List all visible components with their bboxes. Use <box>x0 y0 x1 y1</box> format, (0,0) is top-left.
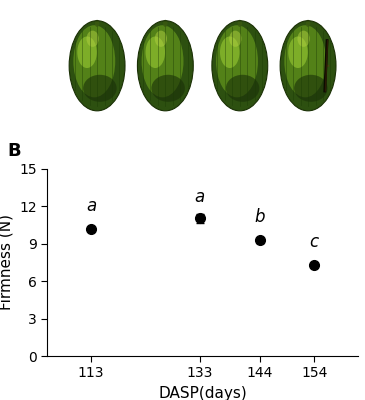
Text: A: A <box>20 0 34 2</box>
Ellipse shape <box>288 36 308 68</box>
Ellipse shape <box>238 20 242 27</box>
Ellipse shape <box>155 31 167 47</box>
X-axis label: DASP(days): DASP(days) <box>158 386 247 400</box>
Ellipse shape <box>284 25 326 97</box>
Ellipse shape <box>138 21 193 111</box>
Ellipse shape <box>297 31 310 47</box>
Ellipse shape <box>77 36 97 68</box>
Y-axis label: Firmness (N): Firmness (N) <box>0 214 14 310</box>
Ellipse shape <box>280 21 336 111</box>
Ellipse shape <box>220 36 239 68</box>
Ellipse shape <box>83 75 117 102</box>
Ellipse shape <box>216 25 258 97</box>
Ellipse shape <box>73 25 115 97</box>
Ellipse shape <box>229 31 242 47</box>
Text: B: B <box>7 142 21 160</box>
Text: b: b <box>254 208 265 226</box>
Ellipse shape <box>212 21 268 111</box>
Text: a: a <box>86 197 96 215</box>
Ellipse shape <box>306 20 310 27</box>
Ellipse shape <box>226 75 260 102</box>
Ellipse shape <box>95 20 99 27</box>
Ellipse shape <box>69 21 125 111</box>
Ellipse shape <box>294 75 328 102</box>
Ellipse shape <box>146 36 165 68</box>
Wedge shape <box>326 64 329 67</box>
Ellipse shape <box>163 20 168 27</box>
Ellipse shape <box>151 75 185 102</box>
Ellipse shape <box>142 25 184 97</box>
Ellipse shape <box>87 31 99 47</box>
Text: a: a <box>195 188 205 206</box>
Text: c: c <box>310 233 319 251</box>
